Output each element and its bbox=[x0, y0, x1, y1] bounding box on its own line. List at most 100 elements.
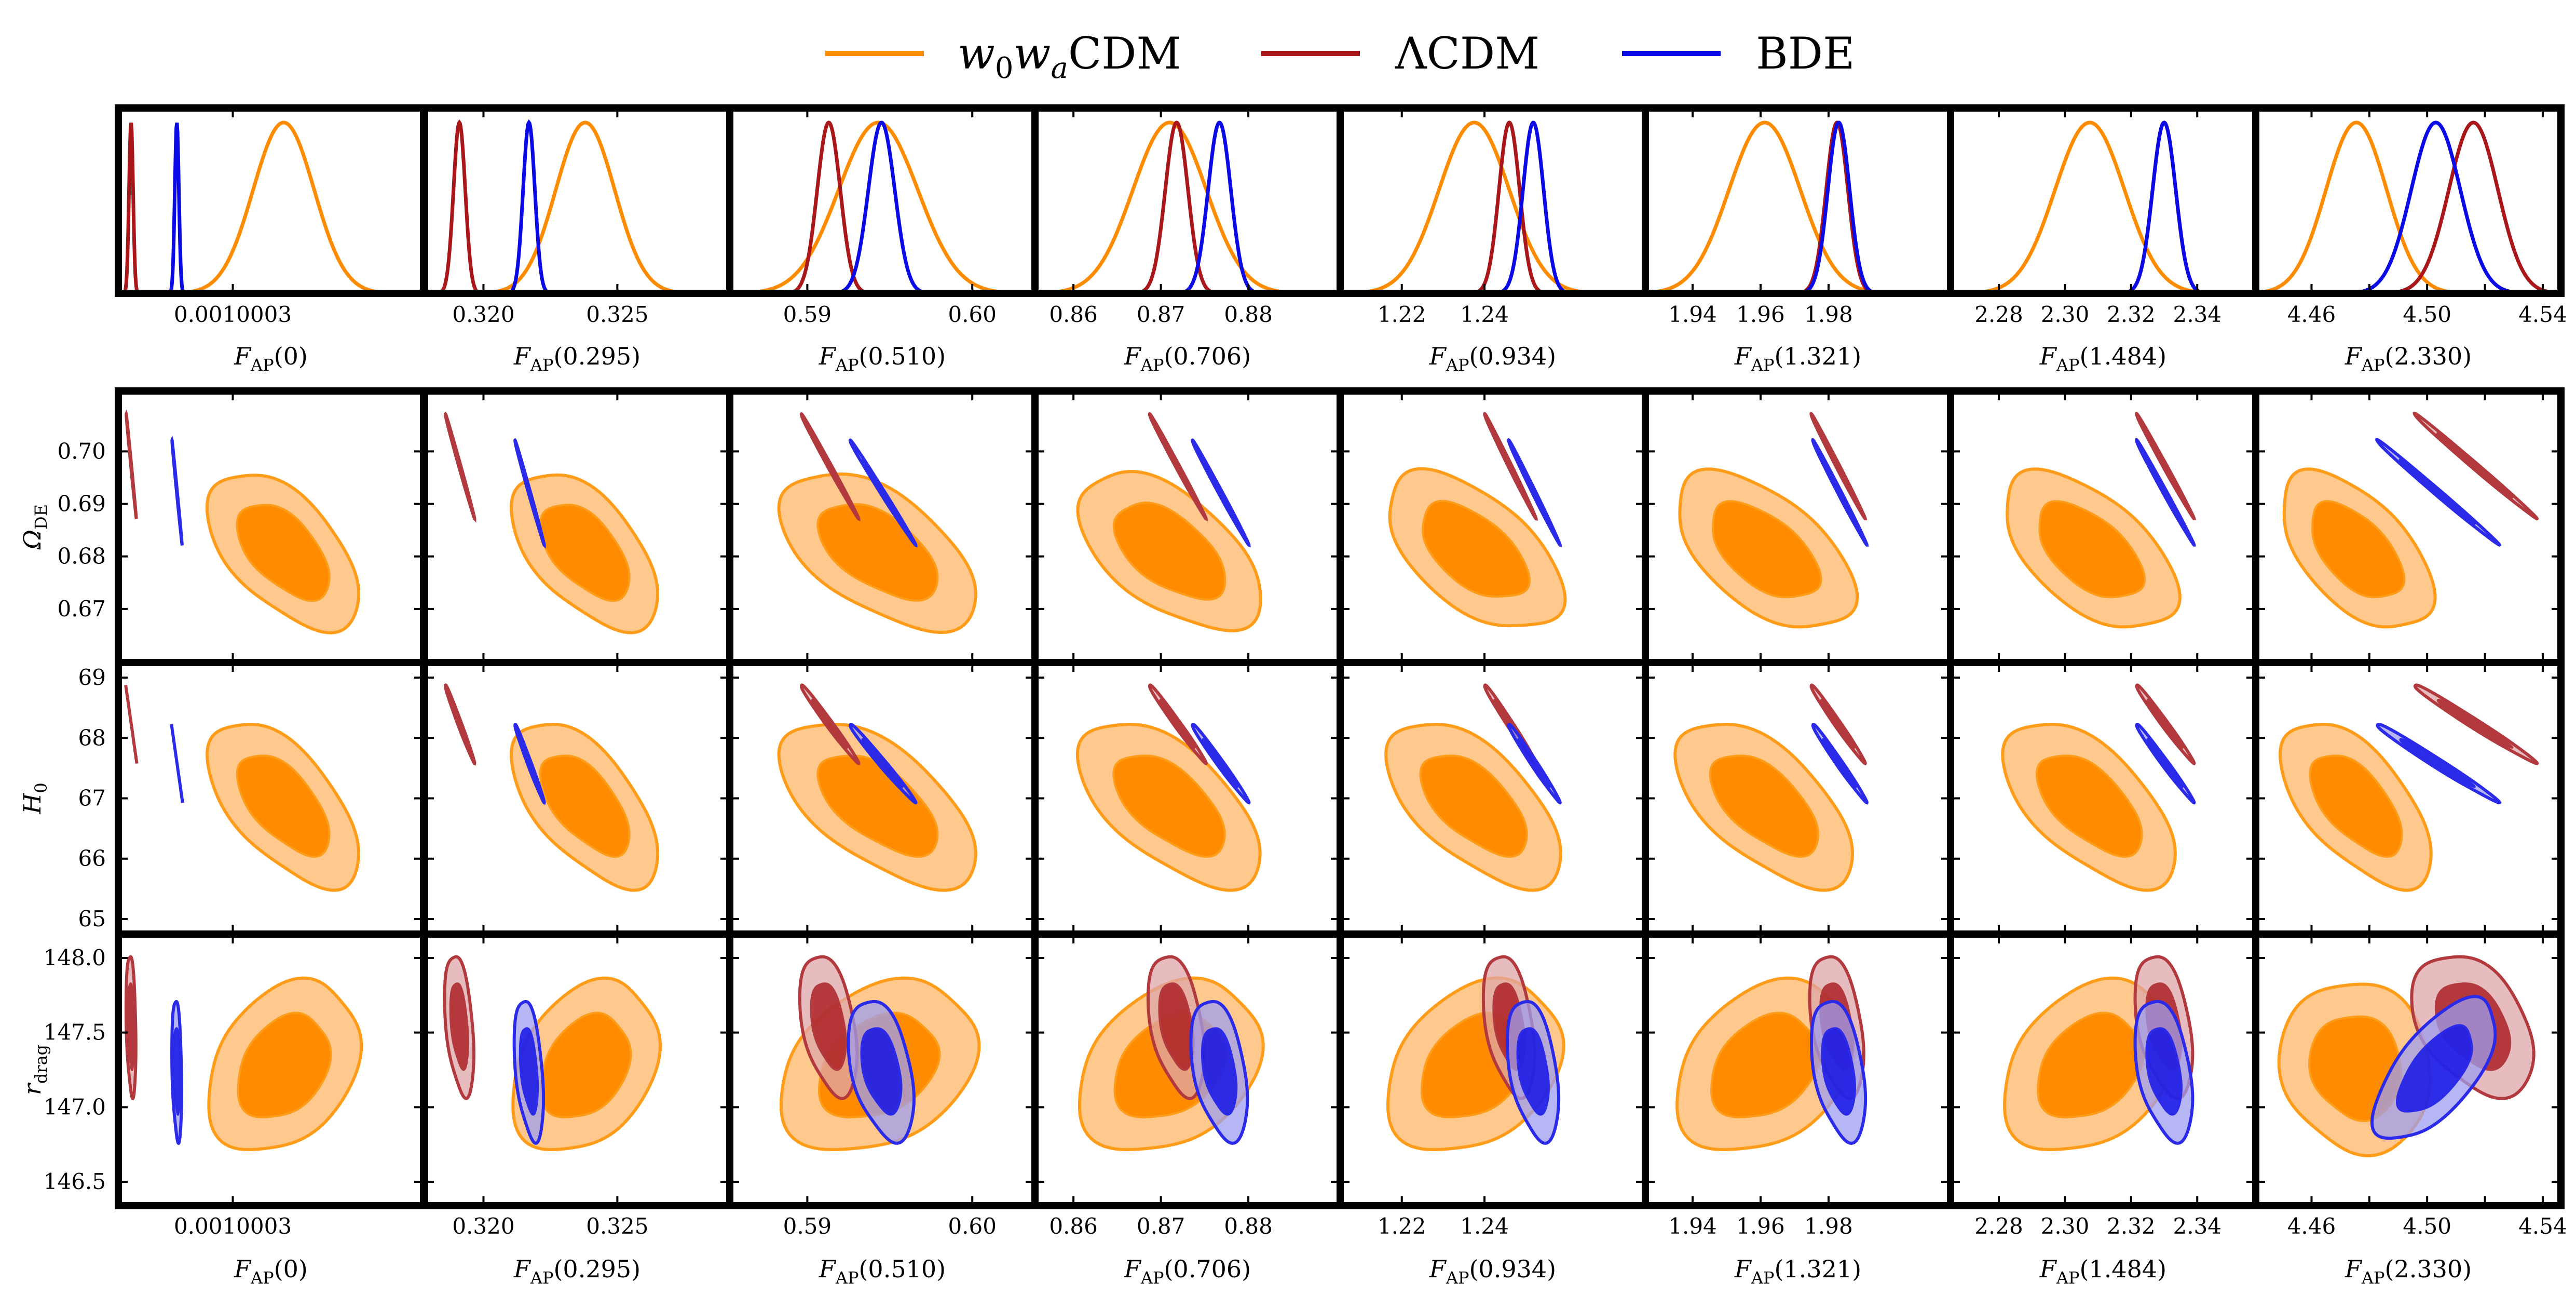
marginal-curve-bde bbox=[118, 122, 424, 293]
y-tick-label: 0.69 bbox=[57, 491, 106, 517]
marginal-panel: 2.28 2.30 2.32 2.34 FAP(1.484) bbox=[1947, 104, 2259, 375]
x-tick-label: 0.60 bbox=[948, 302, 997, 327]
y-axis: 65 66 67 68 69 H0 bbox=[18, 665, 106, 932]
y-axis-label: ΩDE bbox=[18, 504, 51, 550]
x-axis-label: FAP(0.295) bbox=[513, 342, 640, 375]
contour-inner-bde bbox=[2395, 1024, 2473, 1113]
contour-inner-lcdm bbox=[127, 699, 136, 748]
x-tick-label: 0.88 bbox=[1224, 1213, 1273, 1239]
x-tick-label: 0.87 bbox=[1137, 1213, 1185, 1239]
contour-inner-lcdm bbox=[2436, 432, 2514, 499]
contour-inner-lcdm bbox=[1820, 432, 1856, 499]
contour-inner-bde bbox=[172, 738, 182, 787]
marginal-curve-w0wacdm bbox=[118, 120, 424, 293]
contour-inner-bde bbox=[1821, 1027, 1856, 1116]
x-tick-label: 1.24 bbox=[1460, 1213, 1509, 1239]
contour-panel bbox=[1947, 930, 2259, 1209]
x-tick-label: 4.54 bbox=[2518, 302, 2567, 327]
contour-panel bbox=[421, 930, 733, 1209]
contour-inner-bde bbox=[861, 738, 904, 788]
x-tick-label: 0.87 bbox=[1137, 302, 1185, 327]
y-axis: 0.67 0.68 0.69 0.70 ΩDE bbox=[18, 438, 106, 621]
contour-inner-w0wacdm bbox=[2311, 500, 2406, 599]
contour-inner-w0wacdm bbox=[1112, 754, 1226, 858]
contour-inner-bde bbox=[2146, 458, 2184, 525]
x-tick-label: 0.59 bbox=[783, 1213, 832, 1239]
contour-panel bbox=[421, 387, 733, 666]
marginal-curve-w0wacdm bbox=[1035, 120, 1340, 293]
contour-panel bbox=[726, 930, 1039, 1209]
x-tick-label: 0.0010003 bbox=[174, 302, 292, 327]
contour-inner-w0wacdm bbox=[236, 754, 331, 858]
contour-inner-lcdm bbox=[127, 430, 135, 498]
x-tick-label: 2.28 bbox=[1974, 302, 2023, 327]
contour-inner-w0wacdm bbox=[236, 504, 331, 602]
x-tick-label: 0.325 bbox=[586, 1213, 648, 1239]
x-tick-label: 2.28 bbox=[1974, 1213, 2023, 1239]
x-axis-label: FAP(0.295) bbox=[513, 1255, 640, 1288]
bottom-x-axis: 4.46 4.50 4.54 FAP(2.330) bbox=[2287, 1213, 2567, 1288]
contour-inner-lcdm bbox=[1820, 698, 1856, 749]
x-axis-label: FAP(0) bbox=[234, 1255, 308, 1288]
contour-panel bbox=[2252, 659, 2565, 938]
contour-inner-bde bbox=[2398, 458, 2476, 525]
x-tick-label: 2.32 bbox=[2107, 302, 2156, 327]
contour-inner-bde bbox=[173, 457, 181, 524]
contour-inner-w0wacdm bbox=[539, 754, 631, 858]
x-tick-label: 1.96 bbox=[1736, 302, 1785, 327]
contour-panel bbox=[1031, 387, 1344, 666]
x-tick-label: 2.30 bbox=[2041, 1213, 2090, 1239]
contour-panel bbox=[115, 387, 427, 666]
contour-inner-bde bbox=[519, 738, 540, 789]
x-tick-label: 0.59 bbox=[783, 302, 832, 327]
x-tick-label: 2.34 bbox=[2173, 1213, 2221, 1239]
marginal-panel: 4.46 4.50 4.54 FAP(2.330) bbox=[2252, 104, 2567, 375]
marginal-curve-lcdm bbox=[425, 119, 730, 293]
x-tick-label: 1.22 bbox=[1378, 302, 1426, 327]
marginal-curve-bde bbox=[2256, 120, 2561, 293]
bottom-x-axis: 0.86 0.87 0.88 FAP(0.706) bbox=[1049, 1213, 1272, 1288]
contour-inner-lcdm bbox=[449, 698, 470, 749]
marginal-curve-w0wacdm bbox=[1645, 120, 1951, 293]
marginal-panel: 0.320 0.325 FAP(0.295) bbox=[421, 104, 733, 375]
contour-panel bbox=[1947, 659, 2259, 938]
contour-inner-lcdm bbox=[2436, 698, 2514, 749]
x-axis-label: FAP(0.706) bbox=[1124, 1255, 1251, 1288]
marginal-curve-w0wacdm bbox=[2256, 120, 2561, 293]
contour-inner-w0wacdm bbox=[540, 1011, 632, 1118]
contour-panel bbox=[1031, 659, 1344, 938]
y-tick-label: 67 bbox=[78, 786, 106, 811]
x-axis-label: FAP(1.484) bbox=[2039, 342, 2166, 375]
marginal-curve-lcdm bbox=[2256, 120, 2561, 293]
contour-inner-lcdm bbox=[1493, 432, 1527, 499]
y-tick-label: 65 bbox=[78, 906, 106, 932]
y-tick-label: 0.67 bbox=[57, 596, 106, 622]
contour-inner-w0wacdm bbox=[816, 754, 939, 858]
marginal-curve-bde bbox=[1645, 120, 1951, 293]
contour-inner-w0wacdm bbox=[1712, 500, 1822, 599]
marginal-curve-w0wacdm bbox=[1340, 120, 1645, 293]
panel-frame bbox=[726, 104, 1039, 297]
x-axis-label: FAP(0.510) bbox=[819, 342, 946, 375]
x-axis-label: FAP(0.706) bbox=[1124, 342, 1251, 375]
contour-inner-lcdm bbox=[811, 698, 849, 749]
contour-panel bbox=[1337, 930, 1649, 1209]
contour-inner-bde bbox=[2146, 738, 2184, 788]
panel-frame bbox=[1642, 104, 1954, 297]
marginal-panel: 0.0010003 FAP(0) bbox=[115, 104, 427, 375]
x-tick-label: 0.320 bbox=[452, 302, 514, 327]
contour-inner-bde bbox=[861, 458, 904, 525]
contour-inner-lcdm bbox=[127, 982, 135, 1071]
y-tick-label: 0.68 bbox=[57, 544, 106, 569]
y-axis-label: H0 bbox=[18, 782, 51, 814]
contour-inner-bde bbox=[2399, 738, 2476, 788]
y-tick-label: 68 bbox=[78, 725, 106, 750]
legend-label-bde: BDE bbox=[1756, 28, 1855, 79]
x-tick-label: 4.54 bbox=[2518, 1213, 2567, 1239]
contour-inner-lcdm bbox=[449, 982, 470, 1071]
legend-label-w0wacdm: w0waCDM bbox=[958, 28, 1181, 85]
contour-inner-bde bbox=[519, 458, 540, 526]
contour-inner-bde bbox=[1516, 1027, 1550, 1116]
